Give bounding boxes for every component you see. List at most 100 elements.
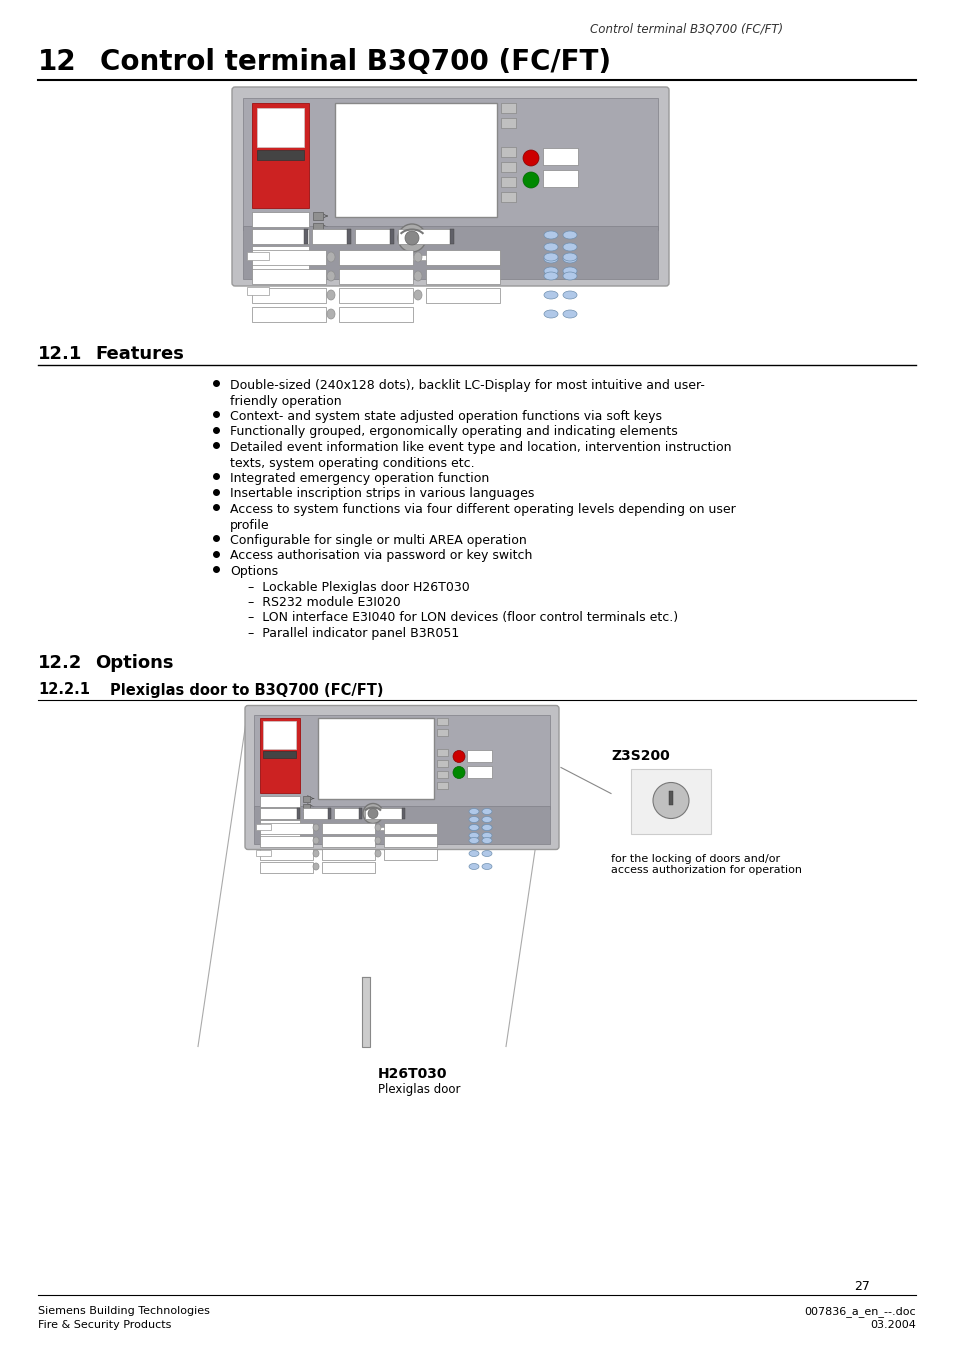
Bar bbox=[436, 759, 448, 766]
Bar bbox=[263, 751, 295, 758]
Bar bbox=[253, 805, 550, 843]
Ellipse shape bbox=[562, 290, 577, 299]
Bar bbox=[542, 170, 578, 186]
Bar bbox=[322, 835, 375, 847]
Bar bbox=[260, 862, 313, 873]
Ellipse shape bbox=[469, 824, 478, 831]
Circle shape bbox=[652, 782, 688, 819]
Bar bbox=[322, 862, 375, 873]
Bar bbox=[334, 808, 358, 819]
Ellipse shape bbox=[375, 838, 380, 844]
Ellipse shape bbox=[481, 863, 492, 870]
Bar bbox=[668, 790, 672, 804]
Bar bbox=[252, 250, 326, 265]
Ellipse shape bbox=[543, 272, 558, 280]
Bar bbox=[303, 804, 310, 809]
Ellipse shape bbox=[481, 824, 492, 831]
Bar bbox=[630, 769, 710, 834]
Bar bbox=[260, 831, 299, 843]
Ellipse shape bbox=[543, 255, 558, 263]
Text: ◄: ◄ bbox=[440, 751, 443, 754]
Bar bbox=[296, 808, 299, 819]
Bar bbox=[252, 212, 309, 227]
Ellipse shape bbox=[543, 290, 558, 299]
Text: Features: Features bbox=[95, 345, 184, 363]
Bar bbox=[253, 715, 550, 808]
Text: Access authorisation via password or key switch: Access authorisation via password or key… bbox=[230, 550, 532, 562]
Circle shape bbox=[363, 804, 382, 824]
Text: ◄: ◄ bbox=[506, 150, 509, 155]
Ellipse shape bbox=[481, 832, 492, 839]
Bar bbox=[500, 192, 516, 203]
Ellipse shape bbox=[327, 272, 335, 281]
Bar bbox=[260, 808, 299, 819]
Text: 03.2004: 03.2004 bbox=[869, 1320, 915, 1329]
Ellipse shape bbox=[562, 272, 577, 280]
Ellipse shape bbox=[375, 824, 380, 831]
Bar bbox=[322, 823, 375, 834]
Ellipse shape bbox=[313, 863, 318, 870]
Text: –  Lockable Plexiglas door H26T030: – Lockable Plexiglas door H26T030 bbox=[248, 581, 469, 593]
Bar bbox=[450, 230, 454, 245]
Circle shape bbox=[397, 224, 426, 253]
Bar bbox=[322, 848, 375, 859]
Bar bbox=[338, 307, 413, 322]
Bar bbox=[304, 230, 308, 245]
Ellipse shape bbox=[562, 231, 577, 239]
Ellipse shape bbox=[327, 290, 335, 300]
Circle shape bbox=[522, 150, 538, 166]
Bar bbox=[252, 263, 309, 278]
Ellipse shape bbox=[469, 851, 478, 857]
Bar bbox=[260, 848, 313, 859]
Ellipse shape bbox=[313, 838, 318, 844]
Bar bbox=[252, 307, 326, 322]
Text: 12.2.1: 12.2.1 bbox=[38, 682, 90, 697]
Bar bbox=[260, 796, 299, 807]
Ellipse shape bbox=[313, 850, 318, 857]
Bar bbox=[252, 230, 304, 245]
Circle shape bbox=[405, 231, 418, 245]
Text: ◄: ◄ bbox=[506, 180, 509, 185]
Text: Siemens Building Technologies: Siemens Building Technologies bbox=[38, 1306, 210, 1316]
Ellipse shape bbox=[481, 851, 492, 857]
Bar bbox=[303, 812, 310, 817]
Ellipse shape bbox=[562, 309, 577, 317]
Bar bbox=[384, 835, 436, 847]
Text: ◄: ◄ bbox=[506, 165, 509, 170]
Bar bbox=[252, 246, 309, 261]
Text: Double-sized (240x128 dots), backlit LC-Display for most intuitive and user-: Double-sized (240x128 dots), backlit LC-… bbox=[230, 380, 704, 392]
Bar bbox=[338, 269, 413, 284]
Ellipse shape bbox=[313, 824, 318, 831]
Bar bbox=[390, 230, 394, 245]
Text: Configurable for single or multi AREA operation: Configurable for single or multi AREA op… bbox=[230, 534, 526, 547]
Circle shape bbox=[368, 808, 377, 819]
Text: friendly operation: friendly operation bbox=[230, 394, 341, 408]
Text: Options: Options bbox=[230, 565, 278, 578]
Text: Z3S200: Z3S200 bbox=[610, 748, 669, 762]
Bar bbox=[247, 253, 269, 259]
Text: Insertable inscription strips in various languages: Insertable inscription strips in various… bbox=[230, 488, 534, 500]
Ellipse shape bbox=[481, 824, 492, 831]
Ellipse shape bbox=[562, 243, 577, 251]
Bar bbox=[247, 286, 269, 295]
Bar bbox=[384, 823, 436, 834]
Ellipse shape bbox=[327, 253, 335, 262]
Bar bbox=[260, 823, 313, 834]
Bar bbox=[312, 230, 347, 245]
Bar bbox=[303, 808, 328, 819]
Bar bbox=[243, 99, 658, 230]
Ellipse shape bbox=[375, 850, 380, 857]
Bar bbox=[365, 808, 401, 819]
Bar bbox=[357, 827, 395, 830]
Text: Control terminal B3Q700 (FC/FT): Control terminal B3Q700 (FC/FT) bbox=[589, 22, 782, 35]
Bar bbox=[500, 177, 516, 186]
Bar bbox=[317, 717, 434, 798]
Text: ◄: ◄ bbox=[440, 762, 443, 766]
Bar bbox=[260, 820, 299, 831]
Bar bbox=[542, 149, 578, 165]
Bar bbox=[436, 781, 448, 789]
Bar bbox=[390, 255, 441, 259]
Ellipse shape bbox=[481, 838, 492, 843]
Text: –  LON interface E3I040 for LON devices (floor control terminals etc.): – LON interface E3I040 for LON devices (… bbox=[248, 612, 678, 624]
Text: Context- and system state adjusted operation functions via soft keys: Context- and system state adjusted opera… bbox=[230, 409, 661, 423]
